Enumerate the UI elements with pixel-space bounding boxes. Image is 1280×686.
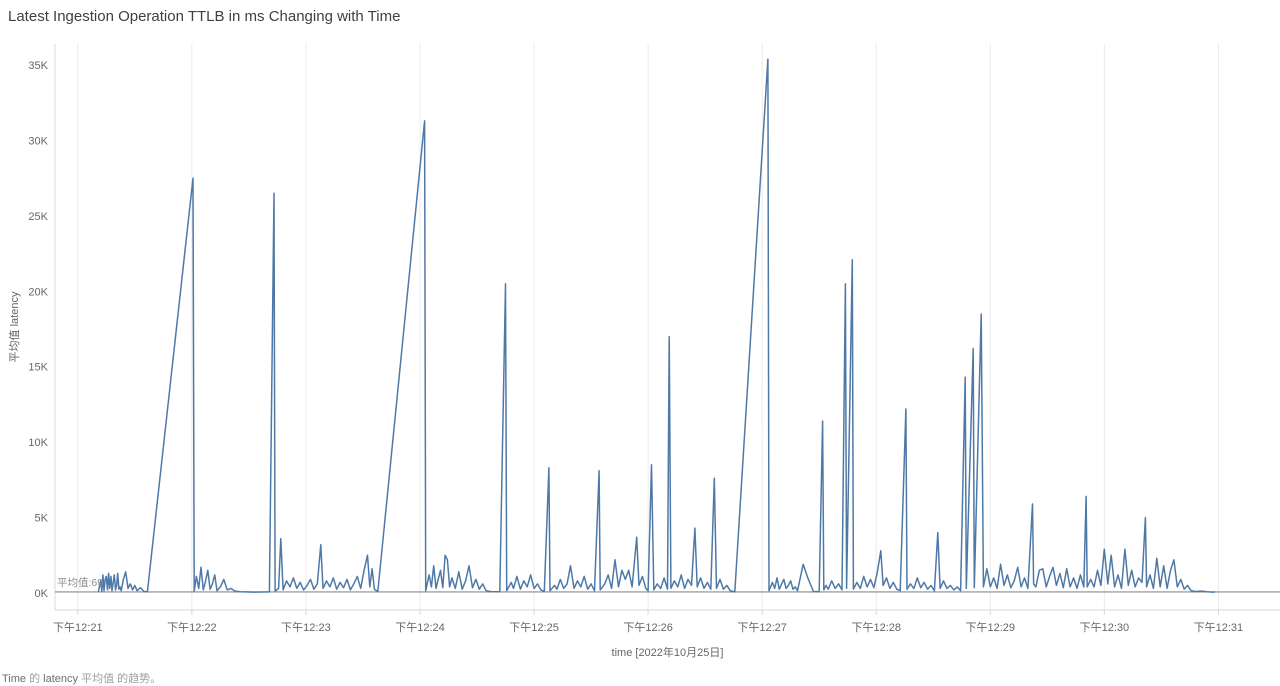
caption-part: 的 (29, 673, 44, 685)
latency-line-series[interactable] (97, 58, 1216, 593)
x-tick-label: 下午12:28 (851, 621, 901, 634)
caption-part: 平均值 (81, 673, 118, 685)
y-tick-label: 30K (28, 136, 48, 148)
chart-caption: Time 的 latency 平均值 的趋势。 (2, 670, 161, 686)
x-tick-label: 下午12:22 (167, 621, 217, 634)
caption-part: 的趋势。 (117, 673, 162, 685)
x-tick-label: 下午12:30 (1080, 621, 1130, 634)
y-tick-label: 10K (28, 437, 48, 449)
y-tick-label: 20K (28, 286, 48, 298)
y-tick-label: 25K (28, 211, 48, 223)
caption-part: Time (2, 673, 30, 685)
x-tick-label: 下午12:26 (623, 621, 673, 634)
y-tick-label: 5K (35, 513, 49, 525)
y-axis-title: 平均值 latency (9, 291, 21, 363)
x-tick-label: 下午12:29 (966, 621, 1016, 634)
caption-part: latency (43, 673, 82, 685)
x-tick-label: 下午12:31 (1194, 621, 1244, 634)
y-tick-label: 15K (28, 362, 48, 374)
reference-line-label: 平均值:69 (57, 576, 104, 589)
x-tick-label: 下午12:24 (395, 621, 445, 634)
x-tick-label: 下午12:21 (53, 621, 103, 634)
y-tick-label: 35K (28, 60, 48, 72)
x-tick-label: 下午12:27 (737, 621, 787, 634)
x-axis-title: time [2022年10月25日] (611, 647, 724, 659)
x-tick-label: 下午12:25 (509, 621, 559, 634)
y-tick-label: 0K (35, 588, 49, 600)
x-tick-label: 下午12:23 (281, 621, 331, 634)
chart-title: Latest Ingestion Operation TTLB in ms Ch… (8, 8, 401, 25)
